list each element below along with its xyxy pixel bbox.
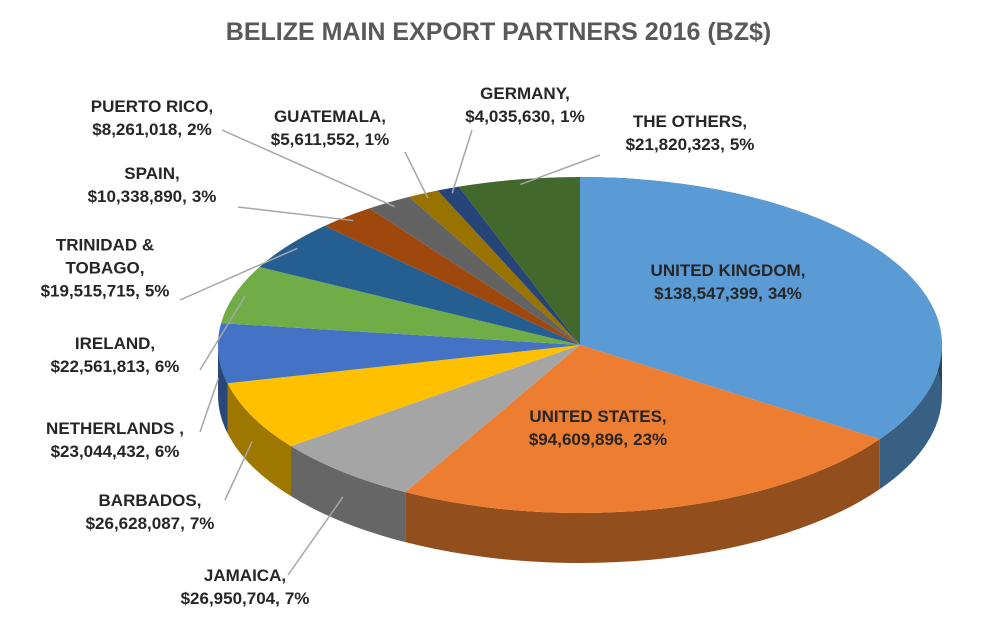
- value-label: 5%: [729, 135, 755, 154]
- category-label: IRELAND,: [74, 334, 156, 353]
- data-label: UNITED STATES, $94,609,896, 23%: [529, 405, 667, 451]
- slice: [437, 186, 580, 345]
- slice-top: [221, 266, 580, 345]
- leader-line: [287, 496, 344, 576]
- slice: [290, 345, 580, 543]
- value-label: $26,950,704,: [180, 589, 280, 608]
- slice-side: [879, 345, 942, 490]
- slice: [580, 177, 942, 490]
- slice-top: [437, 186, 580, 345]
- data-label: JAMAICA, $26,950,704, 7%: [181, 564, 310, 610]
- leader-line: [520, 154, 601, 186]
- value-label: $8,261,018,: [92, 120, 183, 139]
- category-label: TRINIDAD & TOBAGO,: [55, 235, 155, 278]
- slice-side: [227, 383, 291, 497]
- value-label: 5%: [144, 281, 170, 301]
- slice: [217, 323, 580, 434]
- leader-line: [237, 206, 354, 222]
- value-label: $138,547,399,: [654, 284, 763, 303]
- data-label: TRINIDAD & TOBAGO, $19,515,715, 5%: [25, 234, 185, 303]
- slice-top: [217, 323, 580, 384]
- category-label: GERMANY,: [480, 84, 570, 103]
- value-label: 23%: [633, 430, 668, 449]
- slice: [369, 196, 580, 345]
- slice-top: [409, 190, 580, 345]
- slice-top: [259, 225, 580, 345]
- value-label: $5,611,552,: [270, 130, 360, 149]
- category-label: PUERTO RICO,: [90, 97, 214, 116]
- leader-line: [221, 129, 395, 208]
- slice-side: [218, 345, 228, 434]
- slice-top: [324, 208, 580, 345]
- data-label: BARBADOS, $26,628,087, 7%: [86, 489, 215, 535]
- value-label: 6%: [154, 357, 180, 376]
- slice-top: [580, 177, 942, 440]
- data-label: PUERTO RICO, $8,261,018, 2%: [91, 95, 213, 141]
- slice-side: [405, 439, 880, 563]
- slice: [458, 177, 580, 345]
- leader-line: [199, 295, 246, 371]
- data-label: NETHERLANDS , $23,044,432, 6%: [46, 417, 184, 463]
- value-label: $21,820,323,: [625, 135, 725, 154]
- leader-line: [224, 440, 253, 501]
- slice: [405, 345, 880, 563]
- category-label: THE OTHERS,: [632, 112, 748, 131]
- category-label: BARBADOS,: [98, 491, 202, 510]
- slice: [324, 208, 580, 345]
- value-label: $4,035,630,: [465, 107, 556, 126]
- data-label: IRELAND, $22,561,813, 6%: [51, 332, 180, 378]
- slice: [227, 345, 580, 497]
- data-label: GERMANY, $4,035,630, 1%: [465, 82, 584, 128]
- slice: [409, 190, 580, 345]
- slice-top: [290, 345, 580, 493]
- category-label: SPAIN,: [124, 164, 180, 183]
- slice: [259, 225, 580, 345]
- value-label: $23,044,432,: [50, 442, 150, 461]
- value-label: 3%: [191, 187, 217, 206]
- value-label: 7%: [189, 514, 215, 533]
- value-label: 1%: [364, 130, 390, 149]
- leader-line: [451, 129, 473, 194]
- value-label: $26,628,087,: [85, 514, 185, 533]
- slice-top: [369, 196, 580, 345]
- value-label: $94,609,896,: [528, 430, 629, 449]
- slice-top: [458, 177, 580, 345]
- category-label: GUATEMALA,: [273, 107, 387, 126]
- value-label: 7%: [284, 589, 310, 608]
- data-label: THE OTHERS, $21,820,323, 5%: [626, 110, 755, 156]
- value-label: 2%: [187, 120, 212, 139]
- leader-line: [199, 378, 220, 433]
- value-label: $10,338,890,: [87, 187, 187, 206]
- category-label: JAMAICA,: [203, 566, 287, 585]
- value-label: $22,561,813,: [50, 357, 150, 376]
- slice: [221, 266, 580, 345]
- slice-top: [405, 345, 880, 513]
- category-label: UNITED STATES,: [529, 407, 667, 426]
- value-label: 6%: [154, 442, 180, 461]
- slice-side: [290, 446, 406, 543]
- category-label: NETHERLANDS ,: [46, 419, 184, 438]
- data-label: GUATEMALA, $5,611,552, 1%: [271, 105, 389, 151]
- value-label: $19,515,715,: [40, 281, 140, 301]
- leader-line: [404, 151, 429, 199]
- leader-line: [179, 247, 298, 301]
- chart-title: BELIZE MAIN EXPORT PARTNERS 2016 (BZ$): [225, 18, 772, 46]
- data-label: UNITED KINGDOM, $138,547,399, 34%: [651, 259, 806, 305]
- data-label: SPAIN, $10,338,890, 3%: [88, 162, 217, 208]
- value-label: 34%: [767, 284, 802, 303]
- slice-top: [227, 345, 580, 447]
- category-label: UNITED KINGDOM,: [650, 261, 806, 280]
- value-label: 1%: [560, 107, 585, 126]
